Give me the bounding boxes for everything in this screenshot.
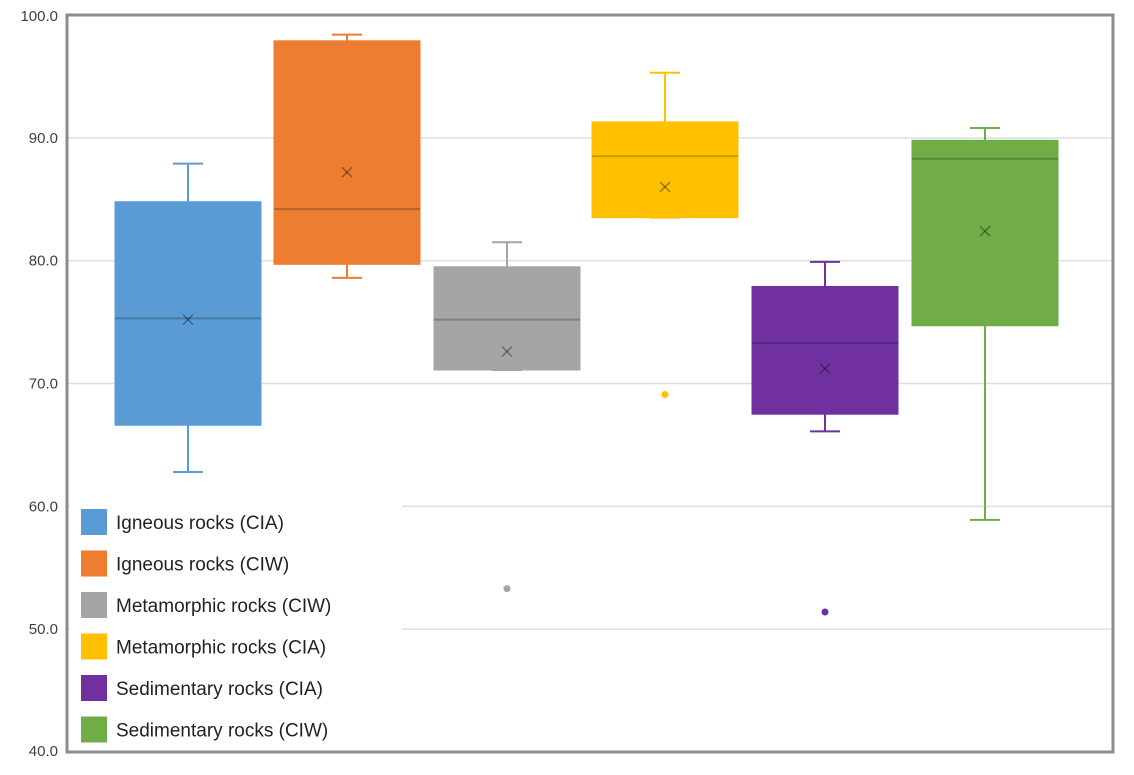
y-tick-label: 70.0 bbox=[29, 376, 58, 393]
legend-background bbox=[70, 497, 402, 750]
legend-label: Sedimentary rocks (CIW) bbox=[116, 721, 328, 742]
y-tick-label: 100.0 bbox=[20, 8, 58, 25]
box-1 bbox=[114, 162, 262, 473]
legend-item: Igneous rocks (CIA) bbox=[81, 509, 284, 535]
box-iqr bbox=[591, 121, 739, 219]
mean-marker bbox=[501, 346, 513, 358]
mean-marker bbox=[819, 363, 831, 375]
box-4 bbox=[591, 71, 739, 399]
box-5 bbox=[751, 260, 899, 616]
legend-item: Sedimentary rocks (CIA) bbox=[81, 675, 323, 701]
y-tick-label: 80.0 bbox=[29, 253, 58, 270]
box-series bbox=[114, 33, 1059, 616]
y-tick-label: 90.0 bbox=[29, 130, 58, 147]
mean-marker bbox=[341, 166, 353, 178]
box-iqr bbox=[114, 201, 262, 426]
legend-swatch bbox=[81, 550, 107, 577]
plot-area-border bbox=[65, 13, 1115, 754]
box-iqr bbox=[911, 139, 1059, 327]
y-tick-label: 60.0 bbox=[29, 498, 58, 515]
box-6 bbox=[911, 127, 1059, 521]
legend-swatch bbox=[81, 633, 107, 660]
legend-item: Metamorphic rocks (CIW) bbox=[81, 592, 331, 618]
legend-swatch bbox=[81, 675, 107, 701]
legend-swatch bbox=[81, 509, 107, 535]
y-axis-tick-labels: 40.0 50.0 60.0 70.0 80.0 90.0 100.0 bbox=[20, 8, 58, 760]
box-iqr bbox=[273, 40, 421, 265]
legend-swatch bbox=[81, 716, 107, 743]
mean-marker bbox=[979, 225, 991, 237]
y-tick-label: 50.0 bbox=[29, 621, 58, 638]
legend: Igneous rocks (CIA) Igneous rocks (CIW) Me… bbox=[70, 497, 402, 750]
legend-label: Metamorphic rocks (CIW) bbox=[116, 596, 331, 617]
outlier-point bbox=[503, 585, 511, 593]
box-2 bbox=[273, 33, 421, 279]
y-tick-label: 40.0 bbox=[29, 743, 58, 760]
legend-label: Igneous rocks (CIA) bbox=[116, 513, 284, 534]
mean-marker bbox=[182, 314, 194, 326]
legend-label: Igneous rocks (CIW) bbox=[116, 555, 289, 576]
legend-item: Igneous rocks (CIW) bbox=[81, 550, 289, 577]
outlier-point bbox=[661, 391, 669, 399]
outlier-point bbox=[821, 608, 829, 616]
box-iqr bbox=[751, 285, 899, 415]
box-3 bbox=[433, 241, 581, 593]
mean-marker bbox=[659, 181, 671, 193]
box-iqr bbox=[433, 266, 581, 371]
legend-swatch bbox=[81, 592, 107, 618]
legend-label: Sedimentary rocks (CIA) bbox=[116, 679, 323, 700]
legend-label: Metamorphic rocks (CIA) bbox=[116, 638, 326, 659]
legend-item: Sedimentary rocks (CIW) bbox=[81, 716, 328, 743]
legend-item: Metamorphic rocks (CIA) bbox=[81, 633, 326, 660]
